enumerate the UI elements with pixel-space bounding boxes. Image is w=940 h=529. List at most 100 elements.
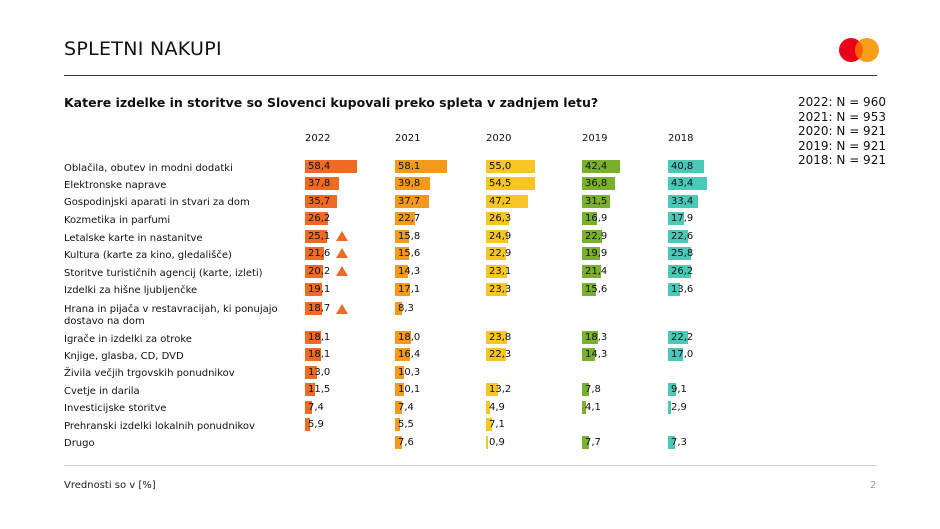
bar-2022 (305, 177, 339, 190)
bar-2019 (582, 383, 589, 396)
value-label-2021: 7,4 (398, 402, 414, 413)
value-label-2020: 0,9 (489, 437, 505, 448)
bar-2018 (668, 195, 698, 208)
value-label-2021: 18,0 (398, 332, 421, 343)
bar-2021 (395, 302, 403, 315)
year-header-2021: 2021 (395, 133, 421, 144)
value-label-2019: 14,3 (585, 349, 608, 360)
bar-2018 (668, 212, 684, 225)
value-label-2022: 37,8 (308, 178, 331, 189)
value-label-2021: 15,6 (398, 248, 421, 259)
bar-2021 (395, 212, 416, 225)
bar-2021 (395, 366, 405, 379)
row-label: Drugo (64, 438, 95, 449)
bar-2020 (486, 436, 488, 449)
bar-2022 (305, 418, 311, 431)
value-label-2021: 10,3 (398, 367, 421, 378)
value-label-2020: 26,3 (489, 213, 512, 224)
bar-2019 (582, 436, 589, 449)
sample-size-2019: 2019: N = 921 (798, 138, 886, 153)
row-label: Prehranski izdelki lokalnih ponudnikov (64, 421, 255, 432)
bar-2020 (486, 160, 535, 173)
value-label-2021: 37,7 (398, 196, 421, 207)
bar-2022 (305, 230, 328, 243)
row-label: Hrana in pijača v restavracijah, ki ponu… (64, 304, 278, 327)
bar-2021 (395, 436, 402, 449)
bar-2021 (395, 348, 410, 361)
bar-2020 (486, 348, 506, 361)
bar-2022 (305, 401, 312, 414)
page-title: SPLETNI NAKUPI (64, 38, 222, 60)
increase-triangle-icon (336, 266, 348, 276)
title-divider (64, 75, 877, 76)
bar-2018 (668, 230, 689, 243)
value-label-2019: 15,6 (585, 284, 608, 295)
bar-2020 (486, 418, 493, 431)
value-label-2018: 17,9 (671, 213, 694, 224)
value-label-2022: 19,1 (308, 284, 331, 295)
bar-2022 (305, 195, 337, 208)
value-label-2020: 55,0 (489, 161, 512, 172)
row-label: Letalske karte in nastanitve (64, 233, 203, 244)
bar-2021 (395, 283, 411, 296)
value-label-2022: 13,0 (308, 367, 331, 378)
page-number: 2 (870, 480, 877, 491)
bar-2021 (395, 418, 400, 431)
increase-triangle-icon (336, 231, 348, 241)
value-label-2018: 40,8 (671, 161, 694, 172)
bar-2018 (668, 247, 691, 260)
bar-2018 (668, 436, 675, 449)
bar-2020 (486, 247, 507, 260)
year-header-2020: 2020 (486, 133, 512, 144)
value-label-2020: 22,9 (489, 248, 512, 259)
value-label-2018: 2,9 (671, 402, 687, 413)
row-label: Elektronske naprave (64, 180, 167, 191)
value-label-2021: 8,3 (398, 303, 414, 314)
value-label-2021: 17,1 (398, 284, 421, 295)
row-label: Cvetje in darila (64, 386, 140, 397)
row-label: Izdelki za hišne ljubljenčke (64, 285, 198, 296)
value-label-2019: 18,3 (585, 332, 608, 343)
value-label-2022: 5,9 (308, 419, 324, 430)
bar-2019 (582, 177, 615, 190)
bar-2021 (395, 331, 412, 344)
sample-size-2020: 2020: N = 921 (798, 124, 886, 138)
value-label-2018: 22,6 (671, 231, 694, 242)
value-label-2022: 20,2 (308, 266, 331, 277)
value-label-2021: 39,8 (398, 178, 421, 189)
bar-2018 (668, 401, 671, 414)
bar-2020 (486, 177, 535, 190)
bar-2022 (305, 283, 322, 296)
bar-2018 (668, 348, 684, 361)
value-label-2021: 10,1 (398, 384, 421, 395)
value-label-2018: 17,0 (671, 349, 694, 360)
bar-2021 (395, 383, 404, 396)
bar-2020 (486, 383, 498, 396)
chart-question: Katere izdelke in storitve so Slovenci k… (64, 95, 599, 110)
value-label-2018: 26,2 (671, 266, 694, 277)
bar-2019 (582, 401, 586, 414)
bar-2022 (305, 265, 323, 278)
row-label: Gospodinjski aparati in stvari za dom (64, 197, 250, 208)
bar-2021 (395, 247, 409, 260)
bar-2022 (305, 302, 322, 315)
bar-2020 (486, 401, 491, 414)
bar-2018 (668, 177, 707, 190)
value-label-2022: 25,1 (308, 231, 331, 242)
value-label-2022: 11,5 (308, 384, 331, 395)
footnote: Vrednosti so v [%] (64, 480, 156, 491)
bar-2020 (486, 195, 529, 208)
increase-triangle-icon (336, 248, 348, 258)
value-label-2022: 7,4 (308, 402, 324, 413)
bar-2020 (486, 265, 507, 278)
bar-2021 (395, 265, 408, 278)
value-label-2019: 7,7 (585, 437, 601, 448)
bar-2021 (395, 401, 402, 414)
value-label-2018: 22,2 (671, 332, 694, 343)
value-label-2019: 16,9 (585, 213, 608, 224)
value-label-2020: 47,2 (489, 196, 512, 207)
sample-size-2022: 2022: N = 960 (798, 95, 886, 109)
value-label-2019: 21,4 (585, 266, 608, 277)
bar-2022 (305, 212, 329, 225)
bar-2020 (486, 212, 510, 225)
